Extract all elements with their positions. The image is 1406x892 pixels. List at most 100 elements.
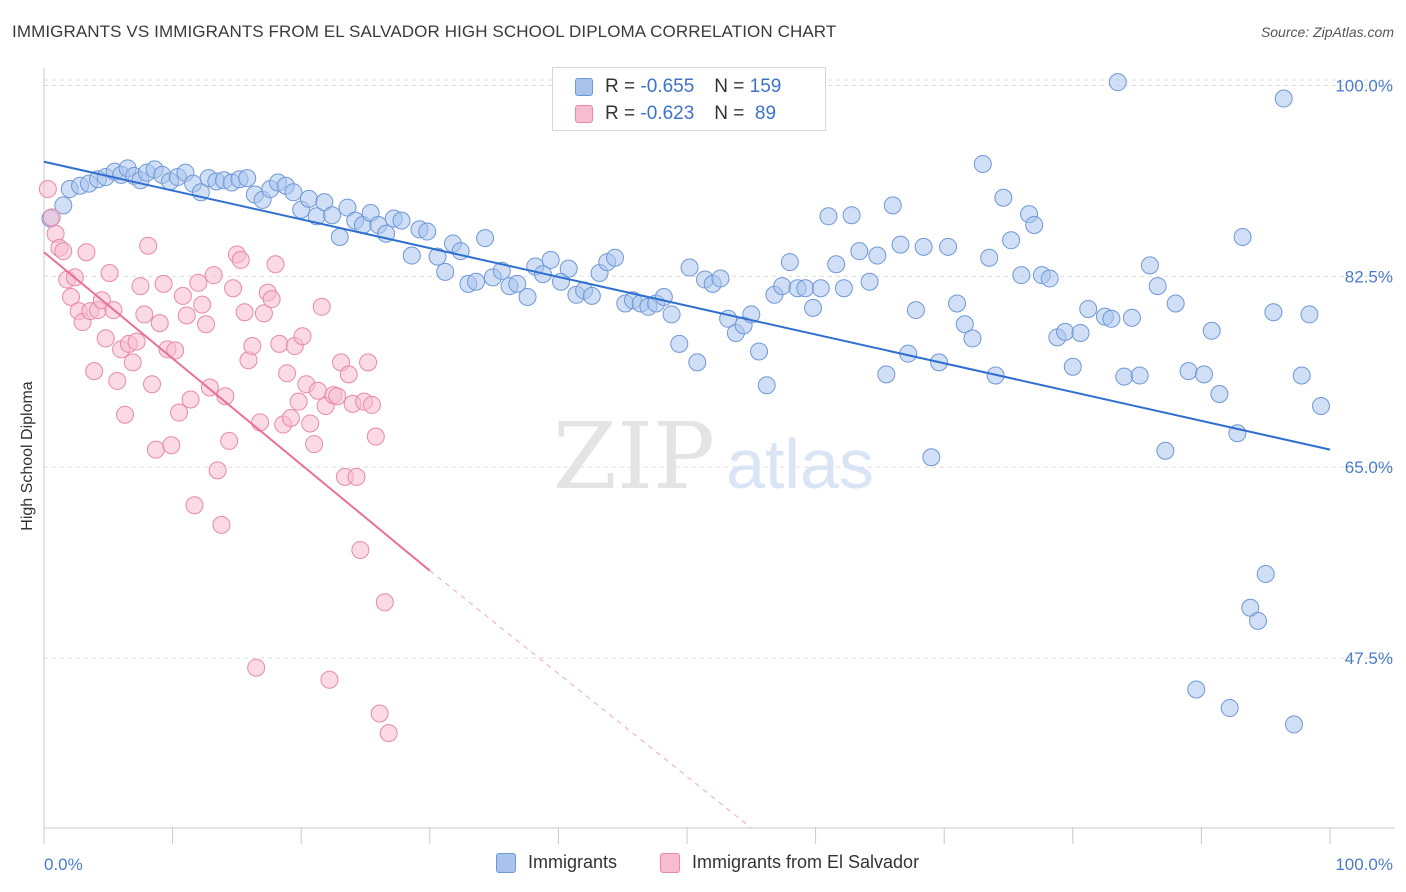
el-salvador-point <box>224 279 243 298</box>
immigrants-point <box>1012 266 1031 285</box>
el-salvador-point <box>235 303 254 322</box>
immigrants-point <box>1233 228 1252 247</box>
trend-lines <box>43 160 1331 829</box>
el-salvador-point <box>123 353 142 372</box>
el-salvador-point <box>312 297 331 316</box>
el-salvador-point <box>131 277 150 296</box>
el-salvador-point <box>301 414 320 433</box>
el-salvador-point <box>379 724 398 743</box>
immigrants-point <box>467 272 486 291</box>
bottom-legend-immigrants: Immigrants <box>496 852 617 873</box>
immigrants-point <box>662 305 681 324</box>
immigrants-point <box>1248 611 1267 630</box>
immigrants-point <box>891 235 910 254</box>
immigrants-point <box>605 248 624 267</box>
immigrants-point <box>1311 397 1330 416</box>
el-salvador-point <box>243 337 262 356</box>
immigrants-point <box>1025 216 1044 235</box>
legend-r-value-immigrants: -0.655 <box>640 76 695 97</box>
immigrants-point <box>1274 89 1293 108</box>
immigrants-point <box>1166 294 1185 313</box>
el-salvador-point <box>262 290 281 309</box>
immigrants-point <box>877 365 896 384</box>
immigrants-point <box>688 353 707 372</box>
immigrants-point <box>796 279 815 298</box>
immigrants-point <box>680 258 699 277</box>
el-salvador-point <box>108 371 127 390</box>
el-salvador-point <box>173 286 192 305</box>
immigrants-point <box>1108 73 1127 92</box>
el-salvador-point <box>42 208 61 227</box>
el-salvador-point <box>127 332 146 351</box>
legend-swatch-immigrants <box>575 78 593 96</box>
source-label: Source: ZipAtlas.com <box>1260 24 1394 40</box>
immigrants-point <box>670 334 689 353</box>
immigrants-point <box>1179 362 1198 381</box>
immigrants-point <box>842 206 861 225</box>
el-salvador-point <box>220 431 239 450</box>
immigrants-point <box>476 229 495 248</box>
el-salvador-point <box>370 704 389 723</box>
immigrants-point <box>299 189 318 208</box>
immigrants-point <box>1040 269 1059 288</box>
bottom-legend-swatch-immigrants <box>496 852 516 873</box>
el-salvador-point <box>193 295 212 314</box>
immigrants-point <box>868 246 887 265</box>
watermark: ZIP atlas <box>553 403 874 510</box>
immigrants-point <box>1220 699 1239 718</box>
immigrants-point <box>750 342 769 361</box>
el-salvador-point <box>62 287 81 306</box>
immigrants-point <box>804 298 823 317</box>
immigrants-point <box>994 188 1013 207</box>
immigrants-point <box>428 247 447 266</box>
bottom-legend-swatch-el-salvador <box>660 852 680 873</box>
el-salvador-point <box>185 496 204 515</box>
el-salvador-point <box>375 593 394 612</box>
legend-row-immigrants: R = -0.655 N = 159 <box>575 74 781 100</box>
immigrants-point <box>1194 365 1213 384</box>
immigrants-point <box>883 196 902 215</box>
x-tick-label-min: 0.0% <box>44 855 83 874</box>
immigrants-point <box>819 207 838 226</box>
legend-n-value-immigrants: 159 <box>749 76 782 97</box>
el-salvador-point <box>251 413 270 432</box>
immigrants-point <box>582 286 601 305</box>
el-salvador-point <box>308 381 327 400</box>
el-salvador-point <box>212 515 231 534</box>
immigrants-point <box>906 301 925 320</box>
immigrants-point <box>939 237 958 256</box>
el-salvador-point <box>347 467 366 486</box>
immigrants-point <box>330 228 349 247</box>
immigrants-point <box>284 183 303 202</box>
immigrants-point <box>238 169 257 188</box>
immigrants-point <box>1264 303 1283 322</box>
immigrants-point <box>1187 680 1206 699</box>
watermark-atlas: atlas <box>726 425 874 503</box>
el-salvador-point <box>305 435 324 454</box>
legend-r-value-el-salvador: -0.623 <box>640 103 695 124</box>
y-tick-label: 100.0% <box>1335 76 1393 95</box>
el-salvador-point <box>254 304 273 323</box>
el-salvador-point <box>231 250 250 269</box>
immigrants-point <box>323 206 342 225</box>
el-salvador-point <box>293 327 312 346</box>
immigrants-point <box>980 248 999 267</box>
el-salvador-point <box>204 266 223 285</box>
immigrants-point <box>1063 357 1082 376</box>
immigrants-point <box>402 246 421 265</box>
immigrants-point <box>757 376 776 395</box>
immigrants-point <box>1292 366 1311 385</box>
immigrants-point <box>559 259 578 278</box>
immigrants-point <box>541 250 560 269</box>
legend-r-label: R = <box>605 76 636 97</box>
immigrants-point <box>1202 321 1221 340</box>
immigrants-point <box>518 287 537 306</box>
legend-row-el-salvador: R = -0.623 N = 89 <box>575 101 776 127</box>
el-salvador-point <box>247 658 266 677</box>
legend-n-value-el-salvador: 89 <box>749 103 777 124</box>
el-salvador-point <box>339 365 358 384</box>
immigrants-point <box>914 237 933 256</box>
bottom-legend: Immigrants Immigrants from El Salvador <box>0 852 1406 878</box>
immigrants-trend-line <box>43 160 1331 451</box>
immigrants-point <box>963 329 982 348</box>
